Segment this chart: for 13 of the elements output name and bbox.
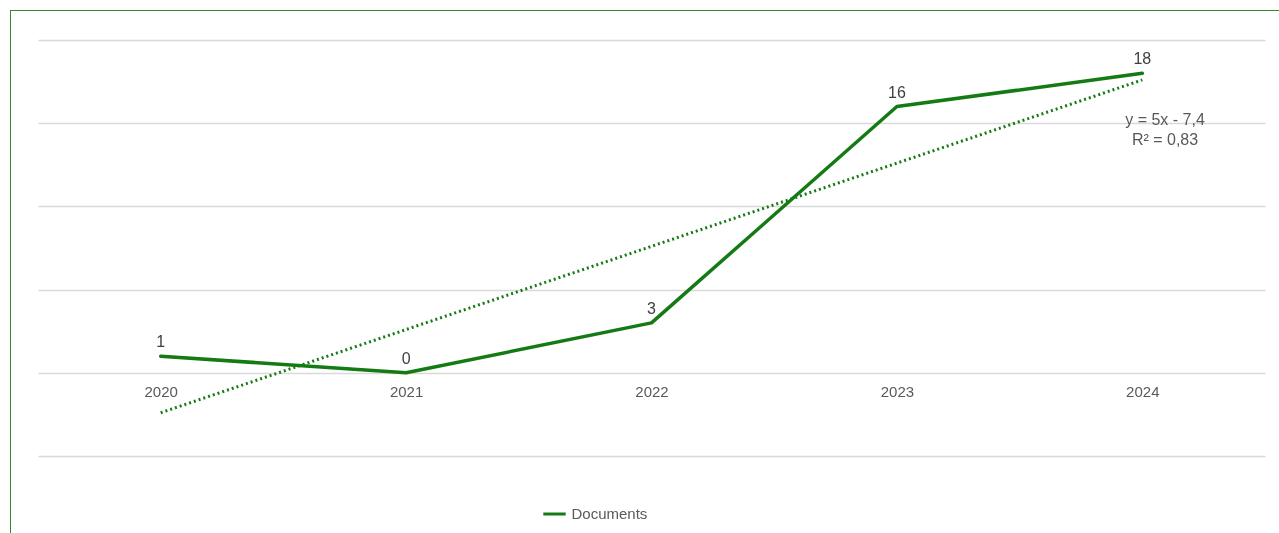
data-label: 0: [401, 349, 411, 367]
annotation: y = 5x - 7,4: [1125, 111, 1205, 128]
annotation: R² = 0,83: [1131, 131, 1199, 148]
data-label: 18: [1133, 50, 1152, 68]
x-tick-label: 2024: [1126, 383, 1160, 401]
data-label: 1: [156, 333, 166, 351]
x-tick-label: 2023: [880, 383, 915, 401]
x-tick-label: 2021: [389, 383, 424, 401]
data-label: 16: [888, 83, 906, 101]
legend-label: Documents: [571, 505, 648, 522]
data-label: 3: [647, 299, 657, 317]
x-tick-label: 2022: [635, 383, 669, 401]
x-tick-label: 2020: [144, 383, 178, 401]
